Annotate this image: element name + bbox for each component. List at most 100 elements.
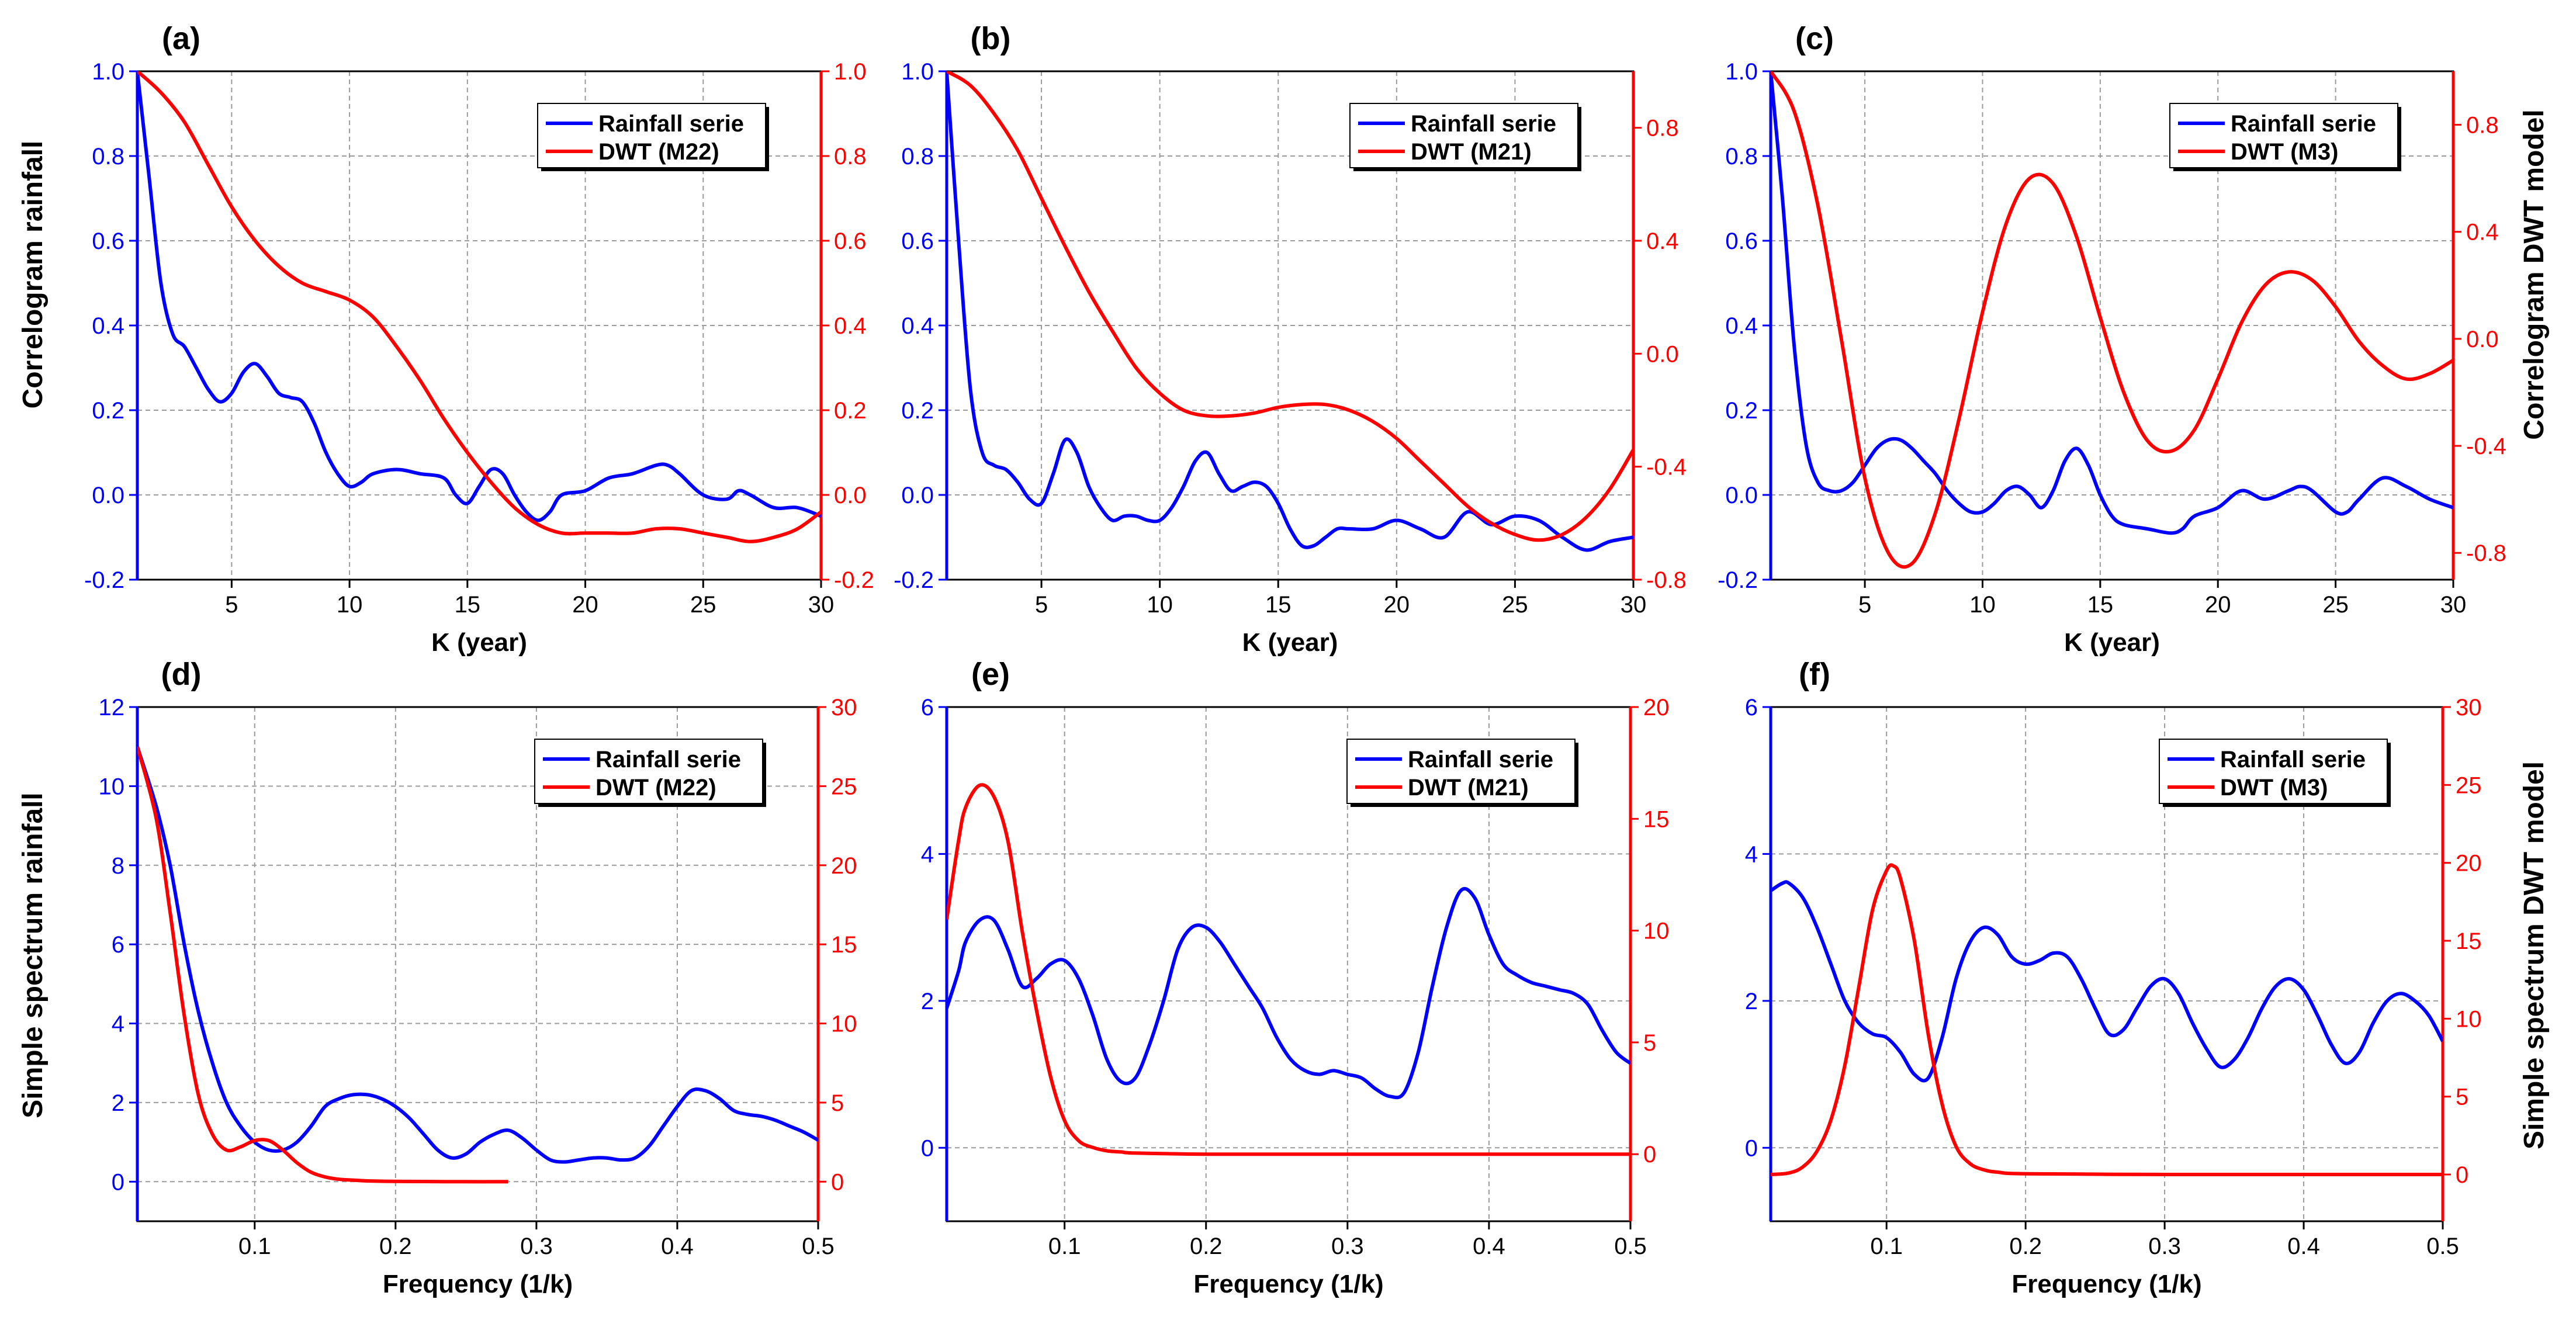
x-tick-label: 30 xyxy=(2440,592,2467,618)
right-y-tick-label: 0.6 xyxy=(834,228,867,254)
y-label-left-top: Correlogram rainfall xyxy=(18,141,49,409)
left-y-tick-label: 0.6 xyxy=(92,228,124,254)
right-y-tick-label: 5 xyxy=(1643,1030,1656,1056)
left-y-tick-label: 1.0 xyxy=(901,59,934,85)
panel-tag: (e) xyxy=(971,657,1010,692)
series-line-rainfall xyxy=(137,746,818,1164)
x-tick-label: 0.1 xyxy=(238,1234,271,1259)
right-y-tick-label: 0.4 xyxy=(2466,220,2499,245)
legend: Rainfall serie DWT (M22) xyxy=(534,739,766,807)
left-y-tick-label: 0.0 xyxy=(1725,483,1758,508)
x-tick-label: 15 xyxy=(455,592,481,618)
x-tick-label: 0.3 xyxy=(2148,1234,2181,1259)
series-line-dwt xyxy=(947,71,1633,542)
left-y-tick-label: 0 xyxy=(921,1135,934,1161)
panel-tag: (a) xyxy=(162,21,200,56)
series-line-rainfall xyxy=(1771,71,2453,535)
legend-label: DWT (M22) xyxy=(598,139,719,165)
left-y-tick-label: 1.0 xyxy=(1725,59,1758,85)
left-y-tick-label: 0 xyxy=(1745,1135,1758,1161)
right-y-tick-label: 0.0 xyxy=(1646,341,1679,367)
right-y-tick-label: 10 xyxy=(2456,1006,2482,1032)
left-y-tick-label: 0.2 xyxy=(92,398,124,424)
right-y-tick-label: 5 xyxy=(831,1090,844,1116)
x-tick-label: 0.4 xyxy=(1473,1234,1505,1259)
left-y-tick-label: 0.0 xyxy=(901,483,934,508)
left-y-tick-label: 0.4 xyxy=(92,313,124,339)
x-tick-label: 0.1 xyxy=(1870,1234,1903,1259)
x-tick-label: 5 xyxy=(1858,592,1871,618)
right-y-tick-label: 10 xyxy=(831,1011,857,1037)
right-y-tick-label: 0 xyxy=(2456,1162,2468,1188)
legend-box xyxy=(537,103,766,168)
x-tick-label: 20 xyxy=(2205,592,2231,618)
right-y-tick-label: 0.8 xyxy=(2466,113,2499,138)
legend-label: DWT (M3) xyxy=(2231,139,2338,165)
left-y-tick-label: 0.0 xyxy=(92,483,124,508)
x-tick-label: 5 xyxy=(225,592,238,618)
x-tick-label: 10 xyxy=(1969,592,1996,618)
right-y-tick-label: 20 xyxy=(1643,695,1670,720)
x-tick-label: 15 xyxy=(2087,592,2114,618)
right-y-tick-label: 30 xyxy=(2456,695,2482,720)
right-y-tick-label: 0.8 xyxy=(1646,116,1679,141)
right-y-tick-label: -0.8 xyxy=(2466,541,2506,566)
series-line-rainfall xyxy=(137,71,821,522)
x-tick-label: 0.2 xyxy=(1190,1234,1223,1259)
left-y-tick-label: 12 xyxy=(99,695,125,720)
x-tick-label: 0.4 xyxy=(661,1234,694,1259)
chart-panel-b: 5 10 15 20 25 30 -0.2 0.0 0.2 0.4 0.6 0.8 1.0 -0.8 -0.… xyxy=(894,21,1687,657)
series-line-rainfall xyxy=(947,71,1633,552)
x-tick-label: 0.4 xyxy=(2287,1234,2320,1259)
x-tick-label: 15 xyxy=(1265,592,1292,618)
series-line-dwt xyxy=(137,746,508,1184)
chart-panel-c: 5 10 15 20 25 30 -0.2 0.0 0.2 0.4 0.6 0.8 1.0 -0.8 -0.… xyxy=(1718,21,2506,657)
x-tick-label: 30 xyxy=(808,592,835,618)
x-axis-title: Frequency (1/k) xyxy=(383,1270,573,1298)
right-y-tick-label: 30 xyxy=(831,695,857,720)
x-tick-label: 30 xyxy=(1621,592,1647,618)
x-tick-label: 0.5 xyxy=(802,1234,835,1259)
legend-label: Rainfall serie xyxy=(2231,111,2376,137)
left-y-tick-label: 0.2 xyxy=(1725,398,1758,424)
chart-panel-f: 0.1 0.2 0.3 0.4 0.5 0 2 4 6 0 5 10 15 20 25 30 Frequency… xyxy=(1745,657,2482,1298)
right-y-tick-label: 0.0 xyxy=(2466,327,2499,352)
x-axis-title: K (year) xyxy=(2064,628,2160,657)
panel-tag: (b) xyxy=(971,21,1011,56)
x-axis-title: K (year) xyxy=(431,628,527,657)
right-y-tick-label: 20 xyxy=(2456,851,2482,876)
left-y-tick-label: 1.0 xyxy=(92,59,124,85)
legend-label: Rainfall serie xyxy=(1408,747,1553,772)
right-y-tick-label: 15 xyxy=(831,932,857,958)
x-tick-label: 25 xyxy=(690,592,716,618)
x-axis-title: Frequency (1/k) xyxy=(1193,1270,1383,1298)
left-y-tick-label: 0 xyxy=(112,1169,124,1195)
series-line-rainfall xyxy=(947,886,1630,1100)
legend-box xyxy=(1346,739,1576,804)
series-line-dwt xyxy=(947,783,1630,1156)
x-axis-title: Frequency (1/k) xyxy=(2011,1270,2201,1298)
y-label-right-top: Correlogram DWT model xyxy=(2519,109,2550,439)
legend-box xyxy=(534,739,763,804)
x-tick-label: 10 xyxy=(337,592,363,618)
x-tick-label: 25 xyxy=(2322,592,2349,618)
legend: Rainfall serie DWT (M21) xyxy=(1346,739,1578,807)
right-y-tick-label: 0.0 xyxy=(834,483,867,508)
legend-label: DWT (M21) xyxy=(1411,139,1532,165)
legend-label: Rainfall serie xyxy=(595,747,741,772)
x-tick-label: 0.5 xyxy=(2426,1234,2459,1259)
left-y-tick-label: 4 xyxy=(1745,841,1758,867)
x-tick-label: 25 xyxy=(1502,592,1528,618)
left-y-tick-label: 0.8 xyxy=(1725,144,1758,169)
left-y-tick-label: 0.6 xyxy=(1725,228,1758,254)
legend-label: DWT (M22) xyxy=(595,775,716,801)
series-line-dwt xyxy=(137,71,821,543)
left-y-tick-label: 6 xyxy=(1745,695,1758,720)
x-tick-label: 0.2 xyxy=(2009,1234,2042,1259)
legend-box xyxy=(2159,739,2388,804)
left-y-tick-label: 0.4 xyxy=(1725,313,1758,339)
legend-label: DWT (M3) xyxy=(2220,775,2328,801)
x-axis-title: K (year) xyxy=(1242,628,1338,657)
